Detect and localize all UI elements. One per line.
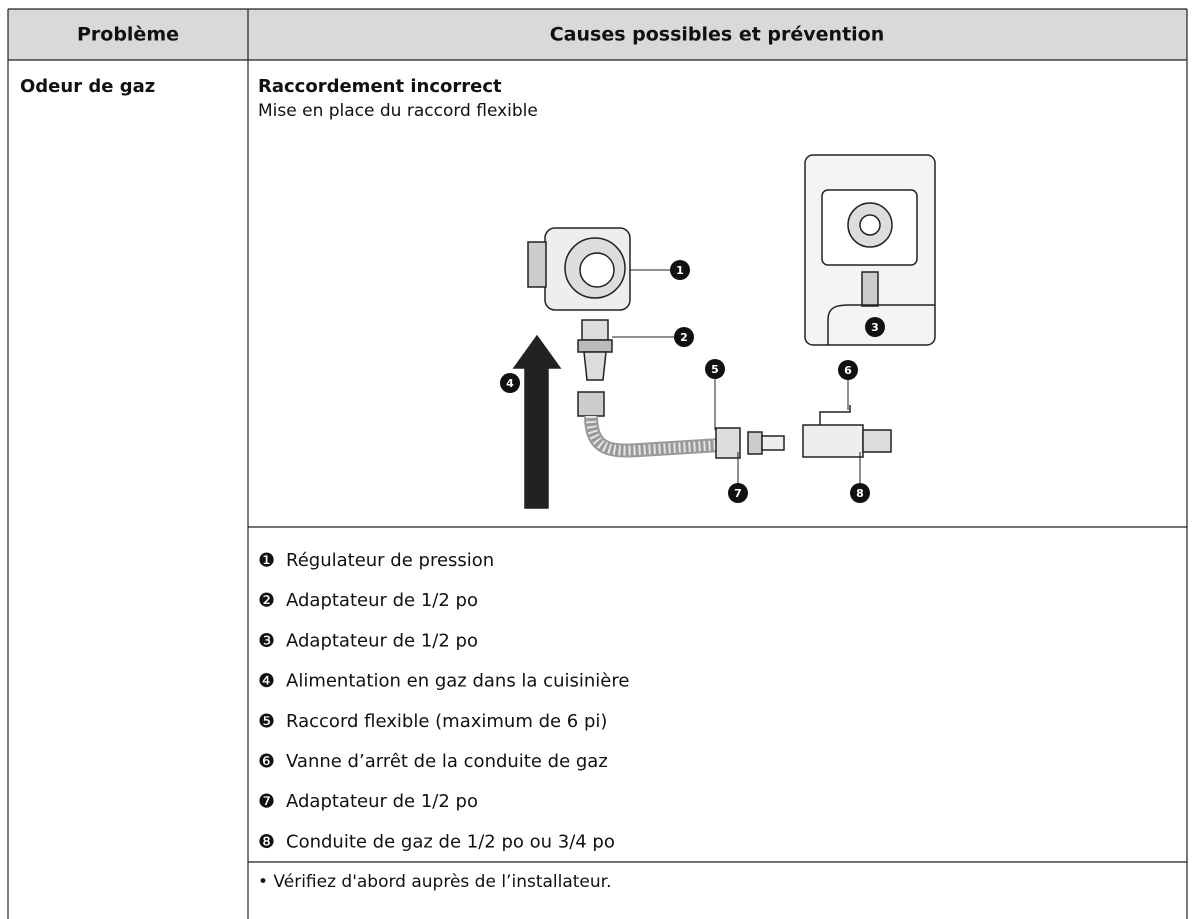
- item-text: Raccord flexible (maximum de 6 pi): [286, 711, 607, 732]
- problem: Odeur de gaz: [20, 76, 155, 97]
- callouts: 1 2 3 4 5 6 7 8: [500, 260, 885, 503]
- callout-label: 3: [871, 321, 879, 334]
- item-marker: ❼: [258, 791, 275, 813]
- item-marker: ❹: [258, 670, 275, 692]
- diagram: [512, 154, 936, 509]
- callout-label: 6: [844, 364, 852, 377]
- callout-label: 4: [506, 377, 514, 390]
- callout-dot: [838, 360, 858, 380]
- callout-label: 5: [711, 363, 719, 376]
- item-text: Régulateur de pression: [286, 550, 494, 571]
- callout-dot: [500, 373, 520, 393]
- item-text: Adaptateur de 1/2 po: [286, 590, 478, 611]
- item-text: Conduite de gaz de 1/2 po ou 3/4 po: [286, 831, 615, 852]
- callout-dot: [705, 359, 725, 379]
- item-marker: ❶: [258, 550, 275, 572]
- callout-label: 2: [680, 331, 688, 344]
- item-marker: ❷: [258, 590, 275, 612]
- item-text: Adaptateur de 1/2 po: [286, 630, 478, 651]
- callout-dot: [728, 483, 748, 503]
- item-marker: ❽: [258, 831, 275, 853]
- header-bg: [8, 9, 1187, 60]
- callout-label: 8: [856, 487, 864, 500]
- legend-list: ❶ Régulateur de pression ❷ Adaptateur de 1/…: [258, 550, 629, 853]
- item-marker: ❻: [258, 751, 275, 773]
- header-cell: Causes possibles et prévention: [550, 24, 885, 46]
- callout-dot: [850, 483, 870, 503]
- callout-label: 7: [734, 487, 742, 500]
- header-cell: Problème: [77, 24, 179, 46]
- note: • Vérifiez d'abord auprès de l’installat…: [258, 872, 612, 892]
- callout-dot: [674, 327, 694, 347]
- callout-label: 1: [676, 264, 684, 277]
- item-marker: ❺: [258, 710, 275, 732]
- item-text: Vanne d’arrêt de la conduite de gaz: [286, 751, 608, 772]
- item-marker: ❸: [258, 630, 275, 652]
- item-text: Adaptateur de 1/2 po: [286, 791, 478, 812]
- callout-dot: [670, 260, 690, 280]
- subheading: Mise en place du raccord flexible: [258, 101, 538, 121]
- callout-dot: [865, 317, 885, 337]
- item-text: Alimentation en gaz dans la cuisinière: [286, 671, 629, 692]
- heading: Raccordement incorrect: [258, 76, 502, 97]
- table-lines: [7, 8, 1188, 919]
